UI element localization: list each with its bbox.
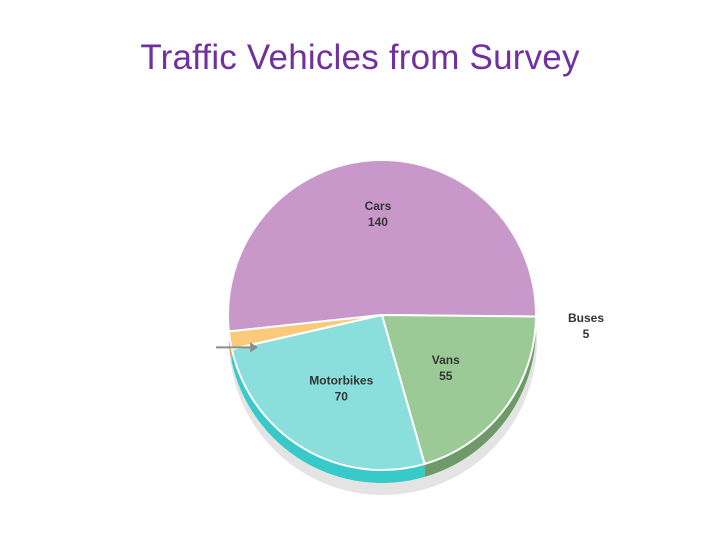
pie-slice-cars [227,159,537,333]
chart-title: Traffic Vehicles from Survey [140,38,580,77]
pie-value-vans: 55 [439,369,453,383]
pie-side-motorbikes [231,349,425,483]
pie-slice-vans [380,313,538,466]
pie-label-buses: Buses [568,311,604,325]
pie-value-motorbikes: 70 [335,389,349,403]
pie-label-cars: Cars [365,199,392,213]
pie-slice-motorbikes [230,313,426,471]
pie-value-buses: 5 [583,327,590,341]
pie-value-cars: 140 [368,215,388,229]
pie-label-vans: Vans [432,353,460,367]
pie-callout-arrow-buses [250,342,259,353]
pie-label-motorbikes: Motorbikes [309,373,373,387]
